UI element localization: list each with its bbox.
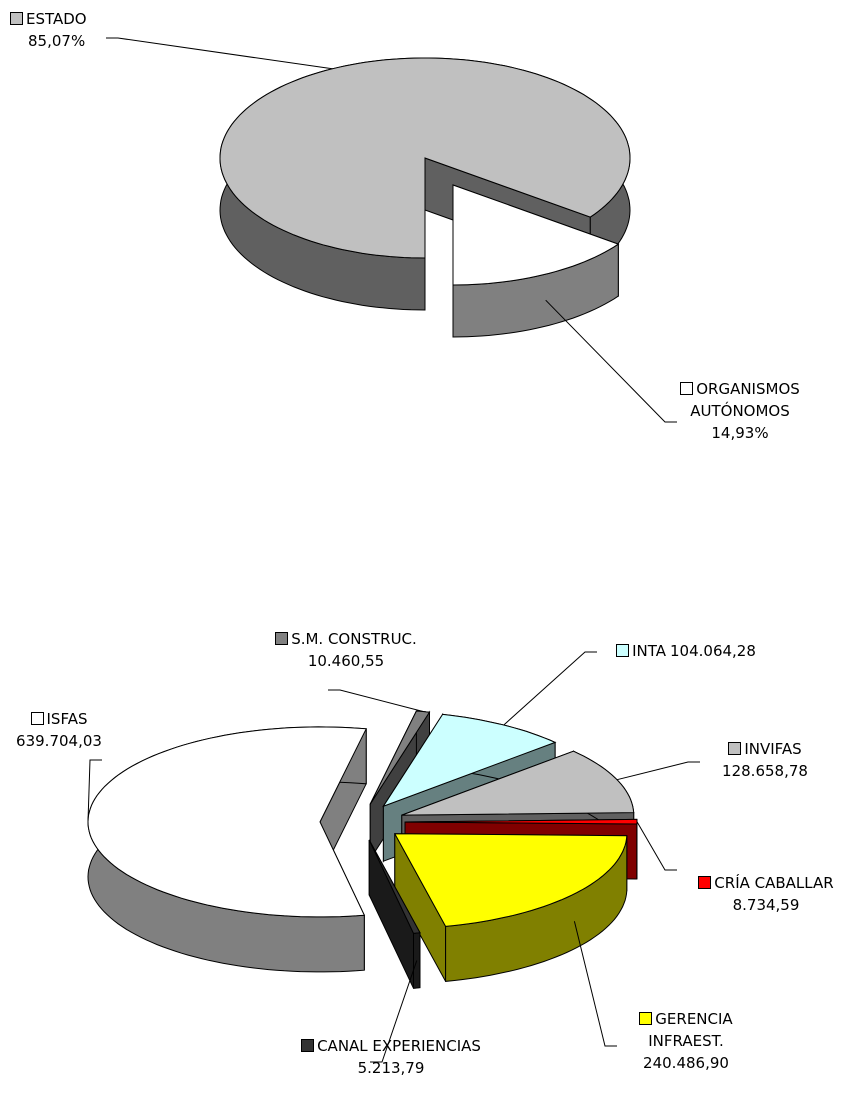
leader-line	[87, 759, 102, 822]
leader-line	[503, 651, 597, 726]
slice-name: ORGANISMOS AUTÓNOMOS	[690, 380, 800, 420]
slice-name: CRÍA CABALLAR	[714, 874, 834, 892]
slice-name: ESTADO	[26, 10, 87, 28]
data-label: CANAL EXPERIENCIAS 5.213,79	[296, 1035, 486, 1079]
legend-swatch	[728, 742, 742, 755]
legend-swatch	[10, 12, 23, 25]
leader-line	[616, 761, 700, 781]
leader-line	[573, 921, 617, 1047]
data-label: ESTADO 85,07%	[10, 8, 120, 52]
slice-name: INVIFAS	[744, 740, 802, 758]
leader-line	[545, 299, 677, 423]
data-label: INVIFAS 128.658,78	[690, 738, 840, 782]
slice-value: 14,93%	[711, 424, 769, 442]
slice-name: ISFAS	[46, 710, 88, 728]
slice-name: INTA	[632, 642, 666, 660]
slice	[393, 833, 628, 927]
leader-line	[370, 960, 418, 1063]
data-label: CRÍA CABALLAR 8.734,59	[676, 872, 855, 916]
slice-value: 639.704,03	[16, 732, 102, 750]
data-label: GERENCIA INFRAEST. 240.486,90	[616, 1008, 756, 1074]
slice-value: 104.064,28	[670, 642, 756, 660]
legend-swatch	[680, 382, 694, 395]
legend-swatch	[616, 644, 630, 657]
legend-swatch	[698, 876, 712, 889]
slice	[368, 839, 421, 934]
slice-value: 128.658,78	[722, 762, 808, 780]
slice	[382, 713, 557, 808]
leader-line	[328, 689, 424, 712]
leader-line	[636, 821, 677, 871]
slice-value: 5.213,79	[357, 1059, 425, 1077]
legend-swatch	[275, 632, 289, 645]
data-label: INTA 104.064,28	[586, 640, 786, 662]
data-label: ORGANISMOS AUTÓNOMOS 14,93%	[665, 378, 815, 444]
slice	[401, 750, 635, 816]
legend-swatch	[301, 1039, 315, 1052]
slice-name: GERENCIA INFRAEST.	[648, 1010, 733, 1050]
leader-line	[106, 37, 333, 70]
data-label: ISFAS 639.704,03	[4, 708, 114, 752]
legend-swatch	[639, 1012, 653, 1025]
legend-swatch	[30, 712, 44, 725]
slice-name: S.M. CONSTRUC.	[291, 630, 417, 648]
data-label: S.M. CONSTRUC. 10.460,55	[246, 628, 446, 672]
slice-value: 240.486,90	[643, 1054, 729, 1072]
slice-value: 85,07%	[28, 32, 86, 50]
slice-value: 8.734,59	[732, 896, 800, 914]
slice	[452, 184, 620, 286]
slice-value: 10.460,55	[307, 652, 385, 670]
slice-name: CANAL EXPERIENCIAS	[317, 1037, 481, 1055]
